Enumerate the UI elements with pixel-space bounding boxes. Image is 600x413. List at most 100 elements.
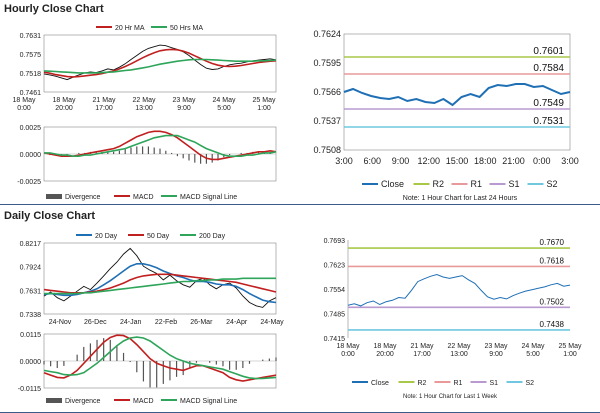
daily-week-xtick: 25 May xyxy=(559,343,582,350)
daily-macd-line-macd-signal-line xyxy=(43,336,277,380)
daily-price-xtick: 26-Mar xyxy=(190,319,213,326)
daily-week-xtick: 21 May xyxy=(411,343,434,350)
daily-price-legend-label: 50 Day xyxy=(147,233,170,240)
hourly-24h-legend-label: S1 xyxy=(509,179,520,189)
hourly-macd-legend-swatch xyxy=(46,194,62,199)
hourly-24h-xtick: 3:00 xyxy=(335,156,353,166)
hourly-price-xtick: 21 May xyxy=(93,97,116,104)
daily-week-ytick: 0.7623 xyxy=(324,263,346,270)
hourly-24h-xtick: 15:00 xyxy=(446,156,469,166)
hourly-price-xtick: 0:00 xyxy=(17,105,31,112)
daily-macd-ytick: -0.0115 xyxy=(18,386,41,393)
hourly-macd-line-macd xyxy=(43,130,277,161)
hourly-price-line-20-hr-ma xyxy=(43,48,277,78)
daily-macd-ytick: 0.0115 xyxy=(20,332,41,339)
daily-price-xtick: 22-Feb xyxy=(155,319,177,326)
daily-week-note: Note: 1 Hour Chart for Last 1 Week xyxy=(403,394,498,400)
hourly-24h-xtick: 0:00 xyxy=(533,156,551,166)
hourly-24h-legend-label: R1 xyxy=(471,179,483,189)
daily-week-legend-label: R2 xyxy=(418,380,427,387)
hourly-price-xtick: 1:00 xyxy=(257,105,271,112)
daily-price-xtick: 26-Dec xyxy=(84,319,107,326)
daily-price-line-200-day xyxy=(44,277,276,295)
hourly-macd-line-macd-signal-line xyxy=(44,134,277,158)
daily-price-line-close xyxy=(43,247,277,308)
hourly-price-ytick: 0.7461 xyxy=(20,90,42,97)
hourly-macd-ytick: -0.0025 xyxy=(17,179,41,186)
hourly-24h-xtick: 3:00 xyxy=(561,156,579,166)
hourly-macd-chart: 0.0025 0.0000 -0.0025 Divergence MACD MACD Si… xyxy=(17,125,277,201)
hourly-24h-xtick: 6:00 xyxy=(363,156,381,166)
hourly-24h-level-label-r2: 0.7601 xyxy=(533,46,564,57)
hourly-price-xtick: 25 May xyxy=(253,97,276,104)
hourly-24h-legend-label: Close xyxy=(381,179,404,189)
daily-price-ytick: 0.7924 xyxy=(20,265,42,272)
hourly-price-xtick: 17:00 xyxy=(95,105,113,112)
hourly-price-xtick: 24 May xyxy=(213,97,236,104)
daily-macd-legend-label: MACD xyxy=(133,398,154,405)
hourly-price-ytick: 0.7631 xyxy=(20,33,42,40)
daily-week-level-label-r2: 0.7670 xyxy=(540,238,565,247)
daily-price-xtick: 24-May xyxy=(260,319,284,326)
daily-price-xtick: 24-Apr xyxy=(226,319,248,326)
daily-week-close-line xyxy=(347,273,571,307)
hourly-24h-level-label-s1: 0.7549 xyxy=(533,98,564,109)
hourly-price-xtick: 20:00 xyxy=(55,105,73,112)
hourly-macd-ytick: 0.0025 xyxy=(20,125,42,132)
daily-price-ytick: 0.7631 xyxy=(20,288,42,295)
daily-week-level-label-s1: 0.7502 xyxy=(540,297,565,306)
daily-week-legend-label: S2 xyxy=(526,380,535,387)
daily-week-xtick: 17:00 xyxy=(413,351,431,358)
hourly-price-xtick: 9:00 xyxy=(177,105,191,112)
daily-week-ytick: 0.7485 xyxy=(324,312,346,319)
daily-macd-line-macd xyxy=(43,334,277,382)
daily-week-legend-label: S1 xyxy=(490,380,499,387)
daily-week-legend-label: R1 xyxy=(454,380,463,387)
daily-week-ytick: 0.7693 xyxy=(324,238,346,245)
section-separator xyxy=(0,204,600,205)
hourly-macd-legend-label: Divergence xyxy=(65,194,101,201)
hourly-price-xtick: 22 May xyxy=(133,97,156,104)
hourly-24h-level-label-s2: 0.7531 xyxy=(533,116,564,127)
hourly-price-frame xyxy=(43,34,277,93)
hourly-macd-ytick: 0.0000 xyxy=(20,152,42,159)
hourly-price-legend-label: 20 Hr MA xyxy=(115,25,145,32)
daily-week-xtick: 24 May xyxy=(522,343,545,350)
daily-week-legend-label: Close xyxy=(371,380,389,387)
daily-section-title: Daily Close Chart xyxy=(4,210,96,222)
hourly-24h-level-label-r1: 0.7584 xyxy=(533,63,564,74)
hourly-section-title: Hourly Close Chart xyxy=(4,3,104,15)
daily-price-ytick: 0.8217 xyxy=(20,241,42,248)
daily-week-chart: 0.7693 0.7623 0.7554 0.7485 0.7415 0.7670 0.76… xyxy=(324,238,582,400)
hourly-24h-ytick: 0.7537 xyxy=(313,116,341,126)
hourly-macd-legend-label: MACD Signal Line xyxy=(180,194,237,201)
daily-macd-legend-label: MACD Signal Line xyxy=(180,398,237,405)
daily-week-level-label-r1: 0.7618 xyxy=(540,256,565,265)
daily-price-ytick: 0.7338 xyxy=(20,312,42,319)
daily-macd-legend-label: Divergence xyxy=(65,398,101,405)
hourly-24h-legend-label: S2 xyxy=(547,179,558,189)
hourly-24h-xtick: 21:00 xyxy=(502,156,525,166)
hourly-24h-ytick: 0.7595 xyxy=(313,58,341,68)
daily-week-xtick: 9:00 xyxy=(489,351,503,358)
daily-macd-chart: 0.0115 0.0000 -0.0115 Divergence MACD MACD Si… xyxy=(18,332,277,405)
hourly-price-legend-label: 50 Hrs MA xyxy=(170,25,203,32)
hourly-24h-note: Note: 1 Hour Chart for Last 24 Hours xyxy=(403,195,518,202)
daily-week-xtick: 0:00 xyxy=(341,351,355,358)
hourly-price-xtick: 5:00 xyxy=(217,105,231,112)
daily-week-xtick: 1:00 xyxy=(563,351,577,358)
hourly-24h-xtick: 12:00 xyxy=(417,156,440,166)
daily-week-xtick: 23 May xyxy=(485,343,508,350)
hourly-24h-xtick: 9:00 xyxy=(392,156,410,166)
daily-week-xtick: 13:00 xyxy=(450,351,468,358)
hourly-24h-chart: 0.7624 0.7595 0.7566 0.7537 0.7508 0.7601 0.75… xyxy=(313,29,579,202)
daily-price-chart: 0.8217 0.7924 0.7631 0.7338 24-Nov 26-Dec 24-J… xyxy=(20,233,285,326)
daily-macd-legend-swatch xyxy=(46,398,62,403)
hourly-24h-ytick: 0.7624 xyxy=(313,29,341,39)
daily-week-xtick: 20:00 xyxy=(376,351,394,358)
hourly-price-xtick: 18 May xyxy=(53,97,76,104)
daily-week-xtick: 18 May xyxy=(374,343,397,350)
daily-price-legend-label: 200 Day xyxy=(199,233,226,240)
daily-week-ytick: 0.7415 xyxy=(324,336,346,343)
